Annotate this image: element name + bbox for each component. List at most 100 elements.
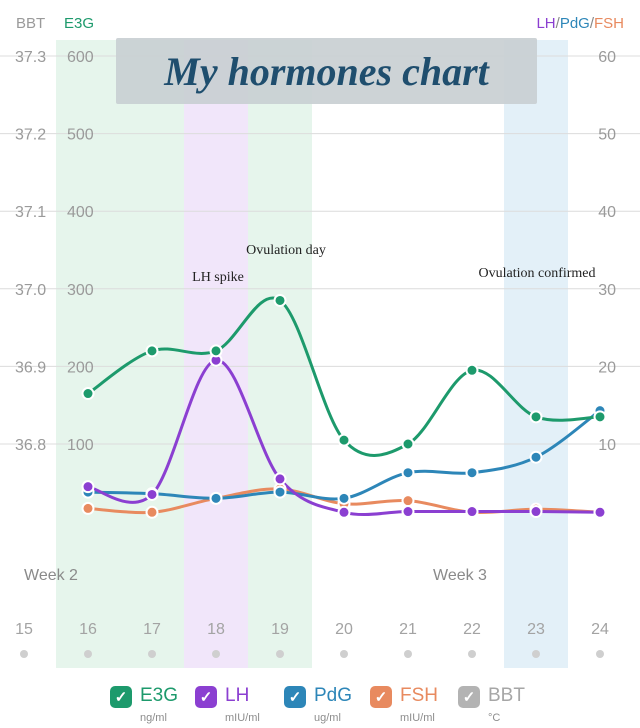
x-tick-label: 22 [463,621,481,638]
data-point-pdg[interactable] [465,466,479,480]
legend-unit-fsh: mIU/ml [400,712,435,724]
legend-unit-lh: mIU/ml [225,712,260,724]
check-icon[interactable]: ✓ [110,686,132,708]
data-point-lh[interactable] [273,472,287,486]
bbt-tick-label: 37.2 [15,127,46,144]
day-dot[interactable] [276,650,284,658]
day-dot[interactable] [212,650,220,658]
data-point-e3g[interactable] [209,344,223,358]
data-point-e3g[interactable] [337,433,351,447]
axis-header: BBT E3G LH/PdG/FSH [16,15,624,32]
axis-slash: / [590,15,595,32]
x-tick-label: 20 [335,621,353,638]
data-point-e3g[interactable] [401,437,415,451]
data-point-e3g[interactable] [145,344,159,358]
data-point-e3g[interactable] [273,293,287,307]
series-points [81,293,607,519]
pdg-axis-title: PdG [560,15,590,32]
x-tick-label: 18 [207,621,225,638]
legend-label-pdg: PdG [314,685,353,706]
series-line-lh [86,358,602,517]
right-tick-label: 50 [598,127,616,144]
bbt-tick-label: 37.0 [15,282,46,299]
data-point-pdg[interactable] [401,466,415,480]
bbt-tick-label: 37.3 [15,49,46,66]
data-point-lh[interactable] [593,505,607,519]
check-icon[interactable]: ✓ [458,686,480,708]
data-point-e3g[interactable] [81,387,95,401]
bbt-tick-label: 37.1 [15,204,46,221]
x-tick-label: 24 [591,621,609,638]
bbt-tick-label: 36.9 [15,359,46,376]
e3g-tick-label: 200 [67,359,94,376]
day-dot[interactable] [20,650,28,658]
data-point-e3g[interactable] [465,363,479,377]
day-dot[interactable] [468,650,476,658]
ovulation-confirmed-annotation: Ovulation confirmed [478,266,595,281]
right-tick-label: 60 [598,49,616,66]
lh-axis-title: LH [536,15,555,32]
chart-title: My hormones chart [164,48,489,94]
e3g-tick-label: 300 [67,282,94,299]
legend-label-bbt: BBT [488,685,525,706]
legend-unit-pdg: ug/ml [314,712,341,724]
bbt-tick-label: 36.8 [15,437,46,454]
x-tick-label: 15 [15,621,33,638]
data-point-pdg[interactable] [529,450,543,464]
right-tick-label: 20 [598,359,616,376]
day-dot[interactable] [148,650,156,658]
week2-label: Week 2 [24,567,78,584]
y-axis-ticks: 37.3 37.2 37.1 37.0 36.9 36.8 600 500 400 300 200 1… [15,49,616,454]
legend: ✓ E3G ng/ml ✓ LH mIU/ml ✓ PdG ug/ml ✓ FS… [0,680,640,728]
data-point-fsh[interactable] [401,494,415,508]
data-point-pdg[interactable] [209,491,223,505]
bbt-axis-title: BBT [16,15,45,32]
x-tick-label: 19 [271,621,289,638]
data-point-lh[interactable] [465,505,479,519]
x-tick-label: 23 [527,621,545,638]
data-point-e3g[interactable] [593,410,607,424]
legend-unit-bbt: °C [488,712,501,724]
highlight-band-19 [248,40,312,668]
title-backdrop [116,38,537,104]
day-dot[interactable] [596,650,604,658]
check-icon[interactable]: ✓ [195,686,217,708]
right-tick-label: 30 [598,282,616,299]
day-dot[interactable] [404,650,412,658]
day-dot[interactable] [340,650,348,658]
highlight-band-23 [504,40,568,668]
e3g-axis-title: E3G [64,15,94,32]
x-tick-label: 21 [399,621,417,638]
check-icon[interactable]: ✓ [284,686,306,708]
data-point-lh[interactable] [529,505,543,519]
legend-unit-e3g: ng/ml [140,712,167,724]
right-axis-title: LH/PdG/FSH [536,15,624,32]
data-point-lh[interactable] [81,480,95,494]
data-point-e3g[interactable] [529,410,543,424]
data-point-pdg[interactable] [273,485,287,499]
data-point-fsh[interactable] [145,505,159,519]
axis-slash: / [556,15,561,32]
legend-label-lh: LH [225,685,250,706]
hormone-chart: 37.3 37.2 37.1 37.0 36.9 36.8 600 500 400 300 200 1… [0,15,640,668]
right-tick-label: 40 [598,204,616,221]
highlight-band-16 [56,40,120,668]
day-dot[interactable] [532,650,540,658]
legend-label-fsh: FSH [400,685,438,706]
legend-label-e3g: E3G [140,685,179,706]
data-point-fsh[interactable] [81,501,95,515]
e3g-tick-label: 100 [67,437,94,454]
highlight-bands [56,40,568,668]
e3g-tick-label: 500 [67,127,94,144]
e3g-tick-label: 600 [67,49,94,66]
check-icon[interactable]: ✓ [370,686,392,708]
e3g-tick-label: 400 [67,204,94,221]
data-point-lh[interactable] [145,487,159,501]
data-point-lh[interactable] [401,505,415,519]
data-point-pdg[interactable] [337,491,351,505]
x-tick-label: 17 [143,621,161,638]
day-dot[interactable] [84,650,92,658]
week3-label: Week 3 [433,567,487,584]
ovulation-day-annotation: Ovulation day [246,243,326,258]
data-point-lh[interactable] [337,505,351,519]
